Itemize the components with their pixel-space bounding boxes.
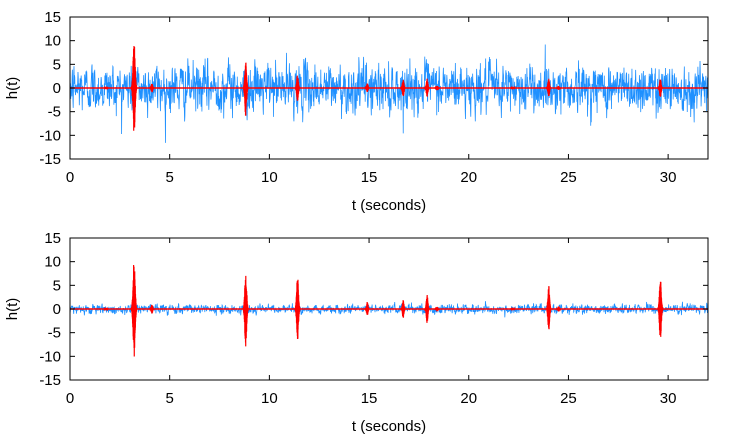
signal-burst: [657, 281, 664, 337]
signal-burst: [130, 46, 138, 131]
x-tick-label: 20: [460, 169, 477, 186]
signal-burst: [149, 83, 155, 93]
y-axis-label: h(t): [4, 298, 21, 321]
y-tick-label: 5: [53, 56, 61, 73]
signal-burst: [294, 75, 301, 101]
bottom-chart: 0 5 10 15 20 25 30 -15 -10 -5 0 5 10 15 t (seconds) h(t…: [4, 230, 709, 435]
signal-burst: [130, 264, 138, 357]
x-tick-label: 0: [66, 390, 74, 407]
signal-burst: [556, 306, 562, 312]
x-axis-label: t (seconds): [352, 197, 426, 214]
y-tick-label: -5: [48, 325, 61, 342]
signal-burst: [364, 301, 370, 315]
signal-burst: [242, 62, 249, 116]
signal-burst: [510, 306, 516, 312]
x-tick-label: 30: [660, 169, 677, 186]
plot-area: [70, 264, 708, 357]
y-tick-label: -10: [39, 348, 61, 365]
y-tick-label: -15: [39, 151, 61, 168]
x-tick-label: 10: [261, 169, 278, 186]
y-tick-label: 15: [44, 230, 61, 247]
x-tick-label: 15: [361, 390, 378, 407]
y-tick-label: -15: [39, 372, 61, 389]
y-tick-label: 0: [53, 80, 61, 97]
x-tick-label: 25: [560, 169, 577, 186]
signal-burst: [103, 306, 109, 312]
signal-burst: [657, 79, 663, 97]
x-tick-label: 20: [460, 390, 477, 407]
signal-burst: [400, 79, 406, 96]
y-tick-label: 5: [53, 277, 61, 294]
signal-burst: [434, 306, 440, 312]
y-axis-label: h(t): [4, 77, 21, 100]
signal-series: [70, 46, 708, 131]
y-tick-label: 10: [44, 254, 61, 271]
signal-burst: [545, 286, 552, 330]
y-tick-label: 15: [44, 9, 61, 26]
signal-burst: [434, 85, 440, 91]
signal-burst: [242, 275, 249, 347]
y-tick-label: 0: [53, 301, 61, 318]
x-tick-label: 0: [66, 169, 74, 186]
signal-series: [70, 264, 708, 357]
signal-burst: [424, 78, 430, 97]
plot-area: [70, 44, 708, 143]
x-axis-label: t (seconds): [352, 418, 426, 435]
x-tick-label: 10: [261, 390, 278, 407]
signal-burst: [149, 304, 155, 314]
signal-burst: [424, 295, 430, 323]
signal-burst: [510, 85, 516, 90]
y-tick-label: -10: [39, 127, 61, 144]
x-tick-label: 15: [361, 169, 378, 186]
signal-burst: [545, 78, 552, 97]
x-tick-label: 25: [560, 390, 577, 407]
x-tick-label: 5: [166, 390, 174, 407]
x-tick-label: 5: [166, 169, 174, 186]
noise-series: [70, 44, 708, 143]
signal-burst: [364, 83, 370, 92]
top-chart: 0 5 10 15 20 25 30 -15 -10 -5 0 5 10 15 t (seconds) h(t…: [4, 9, 709, 214]
signal-burst: [400, 300, 406, 318]
y-tick-label: -5: [48, 104, 61, 121]
signal-burst: [103, 85, 109, 91]
x-tick-label: 30: [660, 390, 677, 407]
signal-burst: [556, 85, 562, 91]
y-tick-label: 10: [44, 33, 61, 50]
signal-burst: [294, 279, 301, 340]
noise-series: [70, 301, 708, 318]
